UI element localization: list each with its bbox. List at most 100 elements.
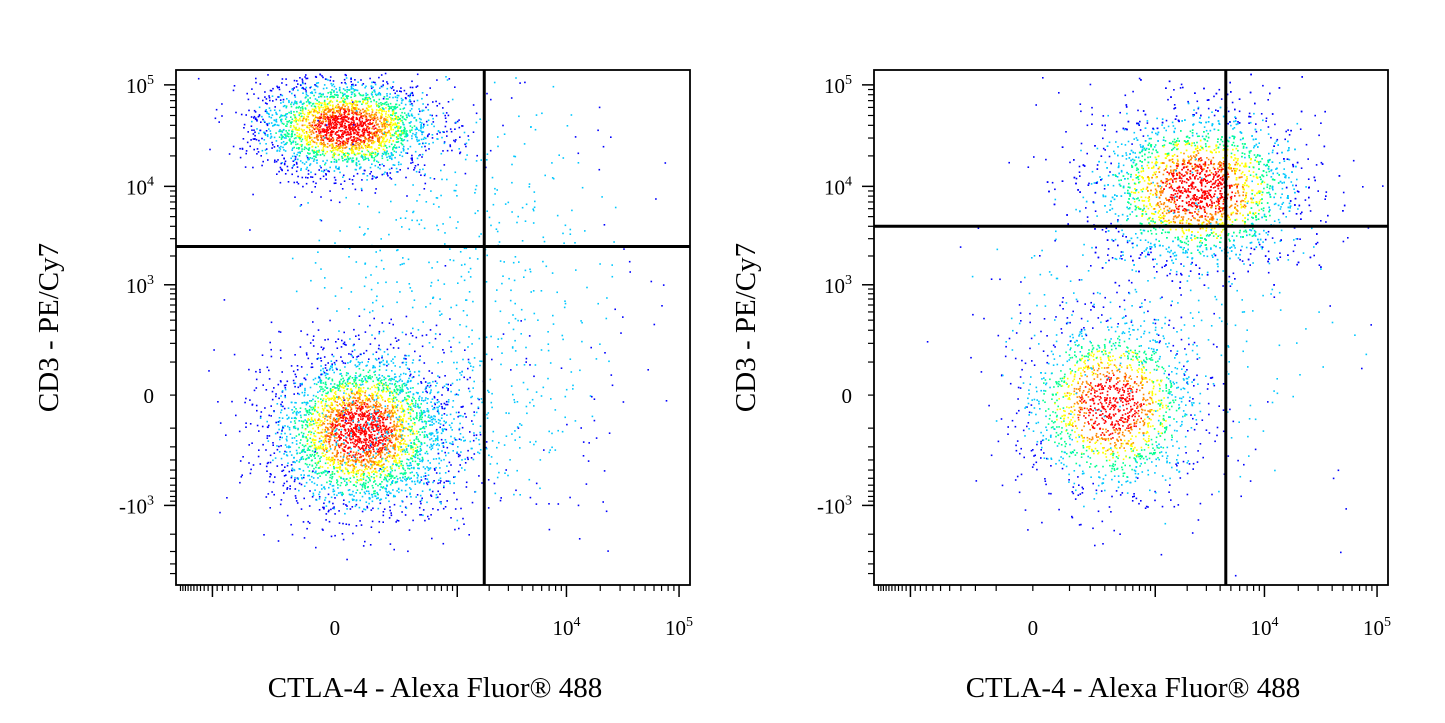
event-point: [336, 449, 339, 452]
event-point: [305, 147, 308, 150]
event-point: [365, 441, 367, 444]
event-point: [355, 108, 358, 110]
event-point: [420, 514, 423, 516]
event-point: [344, 154, 346, 157]
event-point: [419, 494, 422, 497]
event-point: [330, 397, 333, 400]
event-point: [353, 128, 356, 130]
event-point: [428, 518, 430, 520]
event-point: [469, 431, 471, 433]
event-point: [333, 371, 335, 374]
event-point: [373, 450, 375, 453]
event-point: [322, 436, 324, 438]
event-point: [331, 386, 334, 388]
event-point: [313, 128, 316, 131]
event-point: [411, 104, 414, 107]
event-point: [345, 158, 348, 161]
event-point: [399, 435, 401, 438]
event-point: [337, 409, 340, 412]
event-point: [363, 438, 365, 441]
event-point: [317, 381, 320, 383]
event-point: [391, 153, 393, 156]
event-point: [402, 418, 404, 420]
event-point: [278, 445, 280, 448]
event-point: [240, 476, 243, 478]
event-point: [365, 438, 367, 440]
event-point: [367, 418, 369, 421]
event-point: [298, 133, 301, 136]
event-point: [333, 152, 336, 154]
event-point: [343, 124, 346, 127]
event-point: [326, 373, 328, 375]
event-point: [294, 373, 297, 376]
event-point: [338, 475, 341, 478]
event-point: [394, 469, 396, 472]
event-point: [322, 439, 325, 442]
event-point: [292, 165, 294, 167]
event-point: [330, 135, 333, 137]
event-point: [418, 117, 421, 120]
event-point: [401, 139, 404, 142]
event-point: [263, 131, 266, 134]
event-point: [253, 138, 256, 140]
event-point: [228, 153, 231, 155]
event-point: [330, 398, 332, 401]
event-point: [379, 489, 381, 491]
event-point: [243, 127, 245, 129]
event-point: [368, 426, 370, 429]
event-point: [300, 100, 302, 103]
event-point: [375, 393, 378, 396]
event-point: [436, 435, 439, 437]
event-point: [438, 479, 440, 481]
event-point: [409, 100, 412, 103]
event-point: [322, 139, 325, 141]
event-point: [464, 143, 466, 146]
event-point: [361, 473, 364, 475]
event-point: [293, 480, 296, 483]
event-point: [378, 520, 381, 523]
event-point: [343, 402, 345, 404]
event-point: [393, 150, 396, 153]
event-point: [365, 117, 368, 119]
event-point: [356, 365, 359, 367]
event-point: [313, 137, 316, 139]
event-point: [297, 83, 299, 85]
event-point: [363, 140, 365, 142]
event-point: [332, 97, 334, 99]
event-point: [348, 124, 351, 126]
event-point: [368, 113, 370, 115]
event-point: [417, 454, 419, 457]
event-point: [386, 150, 388, 152]
event-point: [358, 100, 361, 103]
event-point: [368, 502, 370, 505]
event-point: [421, 153, 424, 156]
event-point: [384, 474, 387, 476]
event-point: [296, 123, 299, 126]
event-point: [414, 402, 417, 404]
event-point: [279, 129, 281, 131]
event-point: [231, 400, 233, 403]
event-point: [338, 137, 340, 139]
event-point: [392, 148, 394, 151]
event-point: [375, 188, 377, 190]
event-point: [407, 114, 410, 116]
event-point: [373, 476, 375, 479]
event-point: [305, 131, 308, 133]
event-point: [355, 460, 357, 463]
event-point: [310, 441, 313, 444]
event-point: [370, 431, 372, 434]
event-point: [365, 112, 368, 115]
event-point: [353, 90, 356, 92]
event-point: [336, 387, 338, 389]
event-point: [319, 465, 322, 468]
event-point: [323, 502, 325, 505]
event-point: [340, 108, 342, 110]
event-point: [295, 137, 297, 139]
event-point: [309, 129, 311, 131]
event-point: [377, 139, 379, 141]
event-point: [427, 459, 429, 462]
event-point: [281, 154, 284, 156]
event-point: [320, 219, 323, 222]
event-point: [268, 414, 270, 417]
event-point: [347, 108, 350, 110]
